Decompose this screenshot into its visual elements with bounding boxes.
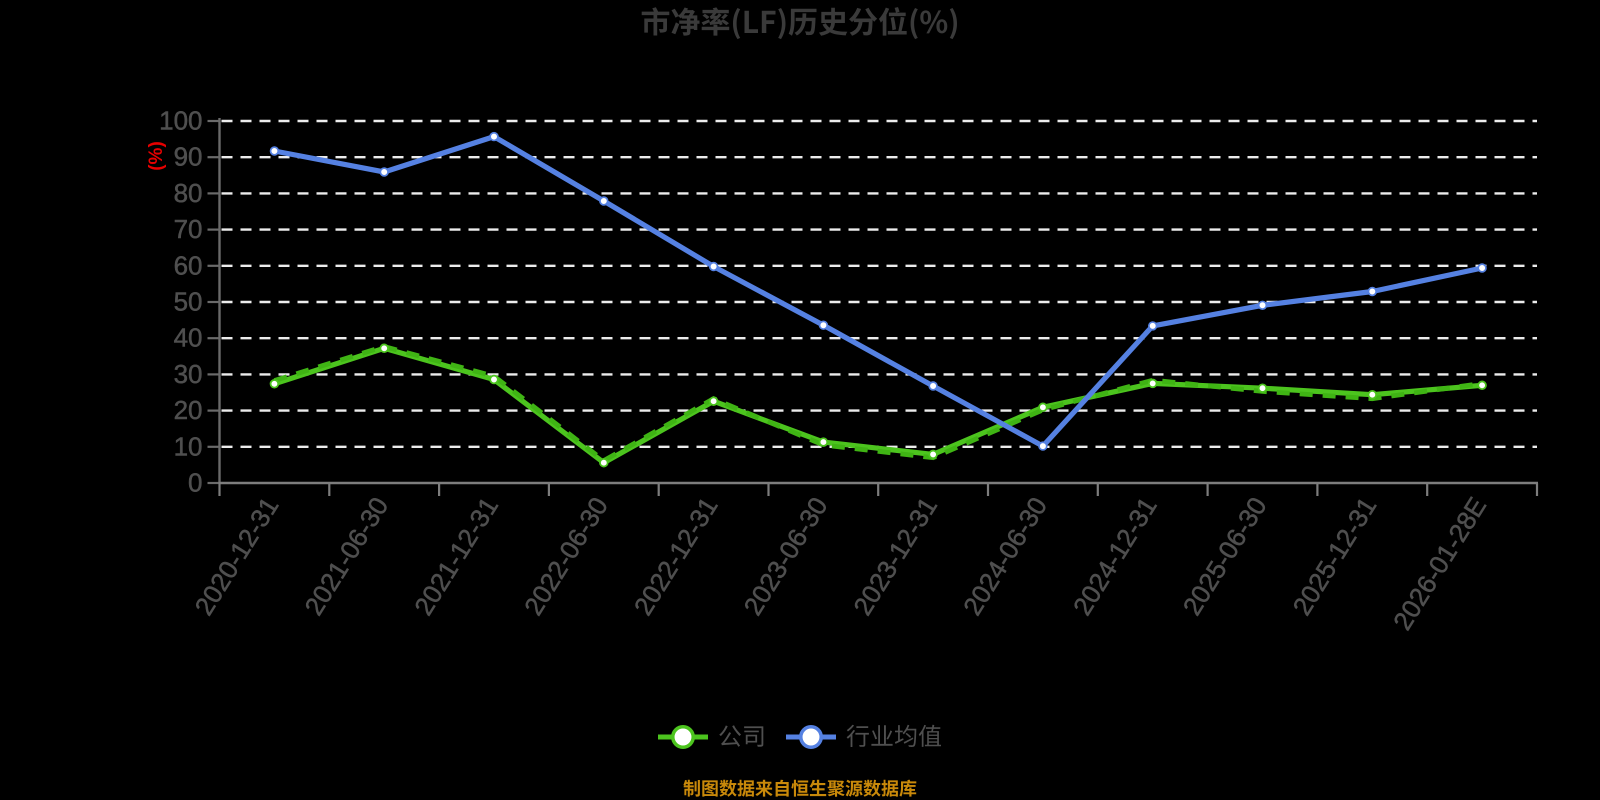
svg-text:90: 90 xyxy=(174,142,203,172)
svg-text:10: 10 xyxy=(174,431,203,461)
svg-text:100: 100 xyxy=(159,106,202,136)
svg-text:30: 30 xyxy=(174,359,203,389)
svg-text:20: 20 xyxy=(174,395,203,425)
svg-text:0: 0 xyxy=(188,468,202,498)
svg-text:60: 60 xyxy=(174,250,203,280)
svg-text:70: 70 xyxy=(174,214,203,244)
svg-text:(%): (%) xyxy=(146,141,167,171)
svg-text:80: 80 xyxy=(174,178,203,208)
svg-text:50: 50 xyxy=(174,287,203,317)
svg-text:40: 40 xyxy=(174,323,203,353)
